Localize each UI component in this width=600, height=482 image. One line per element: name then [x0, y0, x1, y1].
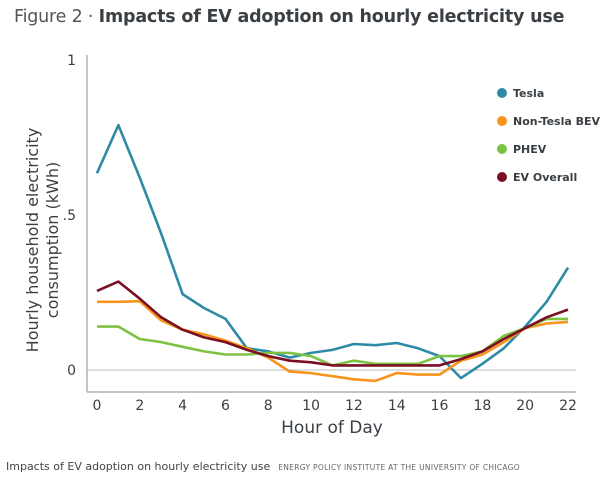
- series-line-ev-overall: [96, 280, 569, 367]
- x-tick-label: 20: [516, 398, 534, 414]
- series-line-tesla: [95, 123, 570, 380]
- x-tick-label: 0: [93, 398, 102, 414]
- x-tick-label: 6: [221, 398, 230, 414]
- x-tick-label: 12: [345, 398, 363, 414]
- legend-label: PHEV: [513, 143, 547, 156]
- figure-title: Impacts of EV adoption on hourly electri…: [98, 7, 565, 27]
- legend-marker: [497, 172, 507, 182]
- x-tick-label: 16: [431, 398, 449, 414]
- legend-marker: [497, 88, 507, 98]
- legend-label: Non-Tesla BEV: [513, 115, 600, 128]
- y-axis-label: Hourly household electricityconsumption …: [23, 128, 62, 353]
- legend-label: Tesla: [513, 87, 544, 100]
- x-tick-label: 10: [302, 398, 320, 414]
- x-tick-label: 4: [178, 398, 187, 414]
- legend-marker: [497, 144, 507, 154]
- footer-caption: Impacts of EV adoption on hourly electri…: [6, 460, 271, 473]
- x-tick-label: 22: [559, 398, 577, 414]
- x-tick-label: 18: [473, 398, 491, 414]
- figure-number: Figure 2 ·: [14, 7, 94, 27]
- chart-title: Figure 2 · Impacts of EV adoption on hou…: [14, 7, 564, 27]
- legend-label: EV Overall: [513, 171, 577, 184]
- x-tick-label: 14: [388, 398, 406, 414]
- footer: Impacts of EV adoption on hourly electri…: [6, 460, 520, 473]
- legend-marker: [497, 116, 507, 126]
- y-tick-label: .5: [63, 208, 76, 224]
- x-tick-label: 2: [135, 398, 144, 414]
- x-axis-label: Hour of Day: [281, 418, 383, 438]
- y-tick-label: 1: [67, 53, 76, 69]
- footer-source: ENERGY POLICY INSTITUTE AT THE UNIVERSIT…: [278, 463, 520, 472]
- y-tick-label: 0: [67, 363, 76, 379]
- x-tick-label: 8: [264, 398, 273, 414]
